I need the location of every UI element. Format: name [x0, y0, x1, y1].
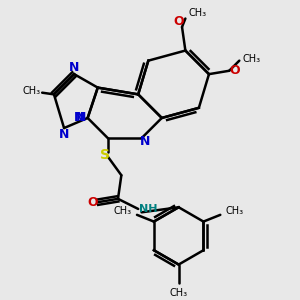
Text: N: N	[74, 112, 84, 124]
Text: CH₃: CH₃	[114, 206, 132, 217]
Text: CH₃: CH₃	[242, 54, 260, 64]
Text: CH₃: CH₃	[22, 86, 40, 96]
Text: O: O	[87, 196, 98, 209]
Text: N: N	[140, 135, 150, 148]
Text: S: S	[100, 148, 110, 162]
Text: O: O	[173, 15, 184, 28]
Text: NH: NH	[139, 204, 158, 214]
Text: N: N	[76, 112, 86, 124]
Text: N: N	[59, 128, 69, 141]
Text: CH₃: CH₃	[225, 206, 244, 217]
Text: CH₃: CH₃	[188, 8, 206, 19]
Text: O: O	[229, 64, 240, 77]
Text: CH₃: CH₃	[169, 288, 188, 298]
Text: N: N	[69, 61, 80, 74]
